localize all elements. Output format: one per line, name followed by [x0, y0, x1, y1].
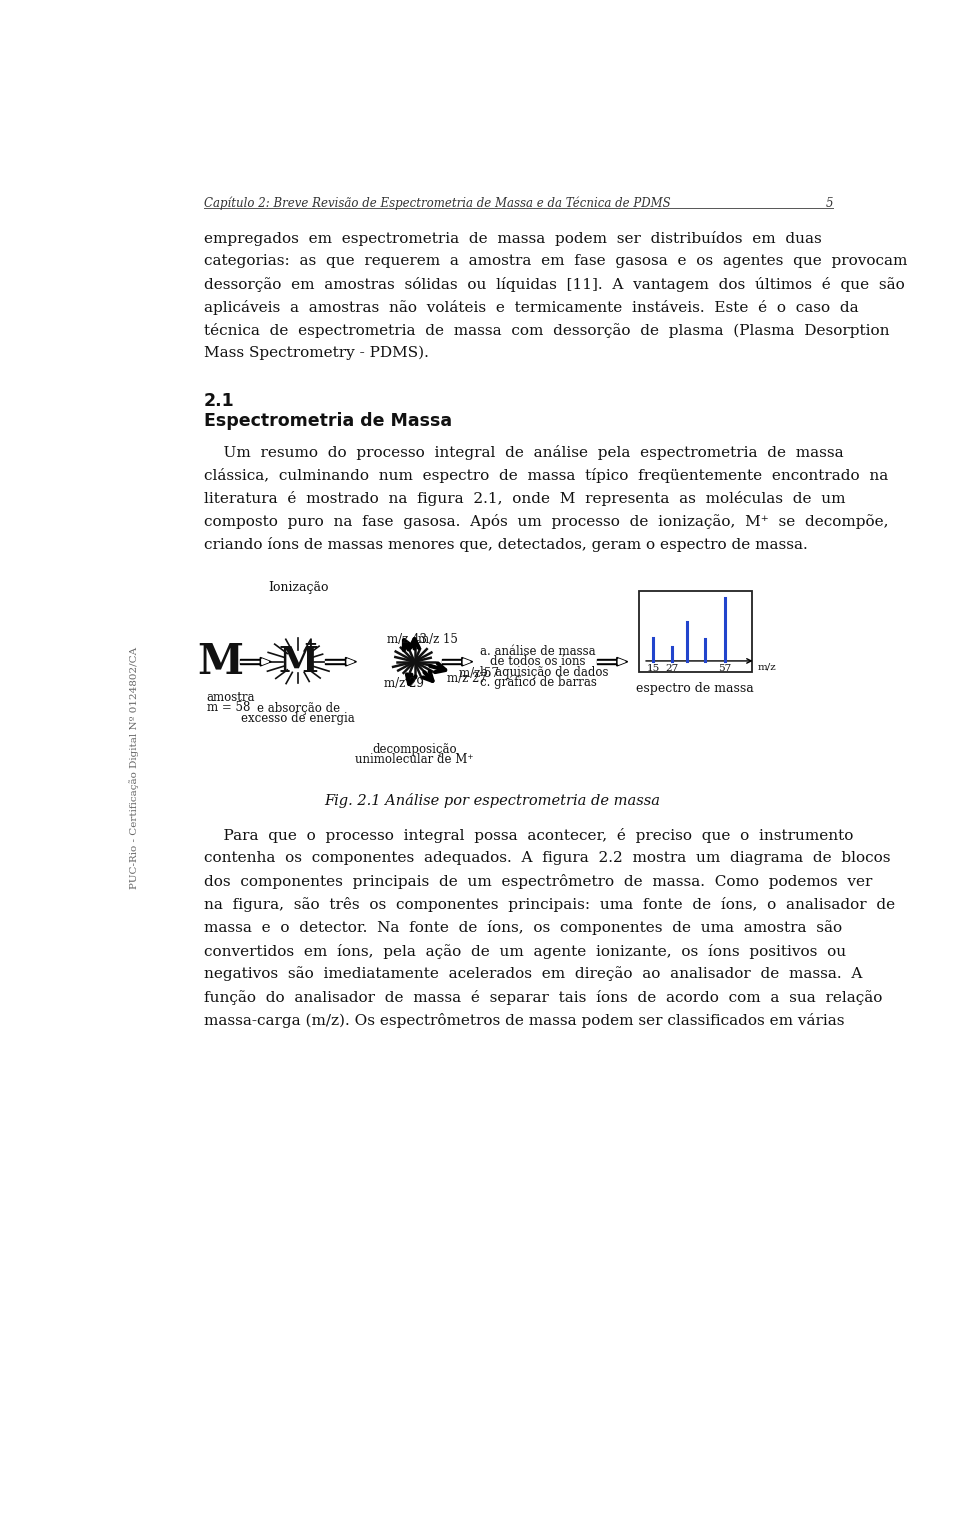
Text: Mass Spectrometry - PDMS).: Mass Spectrometry - PDMS). — [204, 346, 428, 361]
Text: dessorção  em  amostras  sólidas  ou  líquidas  [11].  A  vantagem  dos  últimos: dessorção em amostras sólidas ou líquida… — [204, 277, 904, 292]
Text: na  figura,  são  três  os  componentes  principais:  uma  fonte  de  íons,  o  : na figura, são três os componentes princ… — [204, 897, 895, 912]
Text: técnica  de  espectrometria  de  massa  com  dessorção  de  plasma  (Plasma  Des: técnica de espectrometria de massa com d… — [204, 323, 889, 338]
Text: 2.1: 2.1 — [204, 393, 234, 410]
Polygon shape — [618, 659, 625, 664]
Text: m/z 29: m/z 29 — [384, 678, 424, 690]
Text: m/z: m/z — [757, 663, 777, 672]
Text: espectro de massa: espectro de massa — [636, 682, 754, 696]
Polygon shape — [464, 659, 470, 664]
Text: excesso de energia: excesso de energia — [241, 711, 355, 725]
Text: m/z 57: m/z 57 — [459, 667, 498, 679]
Text: M: M — [278, 644, 319, 679]
Text: Fig. 2.1 Análise por espectrometria de massa: Fig. 2.1 Análise por espectrometria de m… — [324, 792, 660, 807]
Polygon shape — [616, 658, 628, 666]
Bar — [639, 591, 752, 672]
Text: Espectrometria de Massa: Espectrometria de Massa — [204, 413, 452, 429]
Text: composto  puro  na  fase  gasosa.  Após  um  processo  de  ionização,  M⁺  se  d: composto puro na fase gasosa. Após um pr… — [204, 513, 888, 528]
Text: m = 58: m = 58 — [206, 701, 251, 714]
Text: 15: 15 — [647, 664, 660, 673]
Text: +: + — [303, 637, 318, 653]
Text: de todos os íons: de todos os íons — [490, 655, 586, 667]
Text: clássica,  culminando  num  espectro  de  massa  típico  freqüentemente  encontr: clássica, culminando num espectro de mas… — [204, 468, 888, 483]
Text: m/z 27: m/z 27 — [447, 672, 487, 685]
Text: Um  resumo  do  processo  integral  de  análise  pela  espectrometria  de  massa: Um resumo do processo integral de anális… — [204, 445, 843, 460]
Text: categorias:  as  que  requerem  a  amostra  em  fase  gasosa  e  os  agentes  qu: categorias: as que requerem a amostra em… — [204, 254, 907, 268]
Text: 27: 27 — [665, 664, 679, 673]
Text: m/z 15: m/z 15 — [419, 634, 458, 646]
Text: a. análise de massa: a. análise de massa — [480, 644, 596, 658]
Polygon shape — [348, 659, 354, 664]
Text: amostra: amostra — [206, 691, 255, 704]
Text: Para  que  o  processo  integral  possa  acontecer,  é  preciso  que  o  instrum: Para que o processo integral possa acont… — [204, 829, 853, 844]
Text: PUC-Rio - Certificação Digital Nº 0124802/CA: PUC-Rio - Certificação Digital Nº 012480… — [129, 647, 139, 889]
Polygon shape — [462, 658, 472, 666]
Text: empregados  em  espectrometria  de  massa  podem  ser  distribuídos  em  duas: empregados em espectrometria de massa po… — [204, 230, 822, 245]
Text: literatura  é  mostrado  na  figura  2.1,  onde  M  representa  as  moléculas  d: literatura é mostrado na figura 2.1, ond… — [204, 490, 845, 506]
Text: b. aquisição de dados: b. aquisição de dados — [480, 666, 609, 679]
Polygon shape — [262, 659, 269, 664]
Text: Ionização: Ionização — [268, 580, 328, 594]
Text: unimolecular de M⁺: unimolecular de M⁺ — [355, 752, 473, 766]
Text: M: M — [198, 641, 244, 682]
Text: criando íons de massas menores que, detectados, geram o espectro de massa.: criando íons de massas menores que, dete… — [204, 538, 807, 551]
Text: dos  componentes  principais  de  um  espectrômetro  de  massa.  Como  podemos  : dos componentes principais de um espectr… — [204, 874, 872, 889]
Text: contenha  os  componentes  adequados.  A  figura  2.2  mostra  um  diagrama  de : contenha os componentes adequados. A fig… — [204, 851, 890, 865]
Text: e absorção de: e absorção de — [256, 702, 340, 714]
Text: negativos  são  imediatamente  acelerados  em  direção  ao  analisador  de  mass: negativos são imediatamente acelerados e… — [204, 967, 862, 981]
Text: massa-carga (m/z). Os espectrômetros de massa podem ser classificados em várias: massa-carga (m/z). Os espectrômetros de … — [204, 1013, 844, 1028]
Text: m/z 43: m/z 43 — [387, 634, 427, 646]
Text: massa  e  o  detector.  Na  fonte  de  íons,  os  componentes  de  uma  amostra : massa e o detector. Na fonte de íons, os… — [204, 920, 842, 935]
Text: c. gráfico de barras: c. gráfico de barras — [480, 676, 597, 688]
Text: 5: 5 — [826, 196, 833, 210]
Text: 57: 57 — [718, 664, 732, 673]
Polygon shape — [260, 658, 271, 666]
Text: Capítulo 2: Breve Revisão de Espectrometria de Massa e da Técnica de PDMS: Capítulo 2: Breve Revisão de Espectromet… — [204, 196, 670, 210]
Text: função  do  analisador  de  massa  é  separar  tais  íons  de  acordo  com  a  s: função do analisador de massa é separar … — [204, 990, 882, 1005]
Text: decomposição: decomposição — [372, 743, 457, 755]
Polygon shape — [346, 658, 356, 666]
Text: aplicáveis  a  amostras  não  voláteis  e  termicamente  instáveis.  Este  é  o : aplicáveis a amostras não voláteis e ter… — [204, 300, 858, 315]
Text: convertidos  em  íons,  pela  ação  de  um  agente  ionizante,  os  íons  positi: convertidos em íons, pela ação de um age… — [204, 944, 846, 958]
